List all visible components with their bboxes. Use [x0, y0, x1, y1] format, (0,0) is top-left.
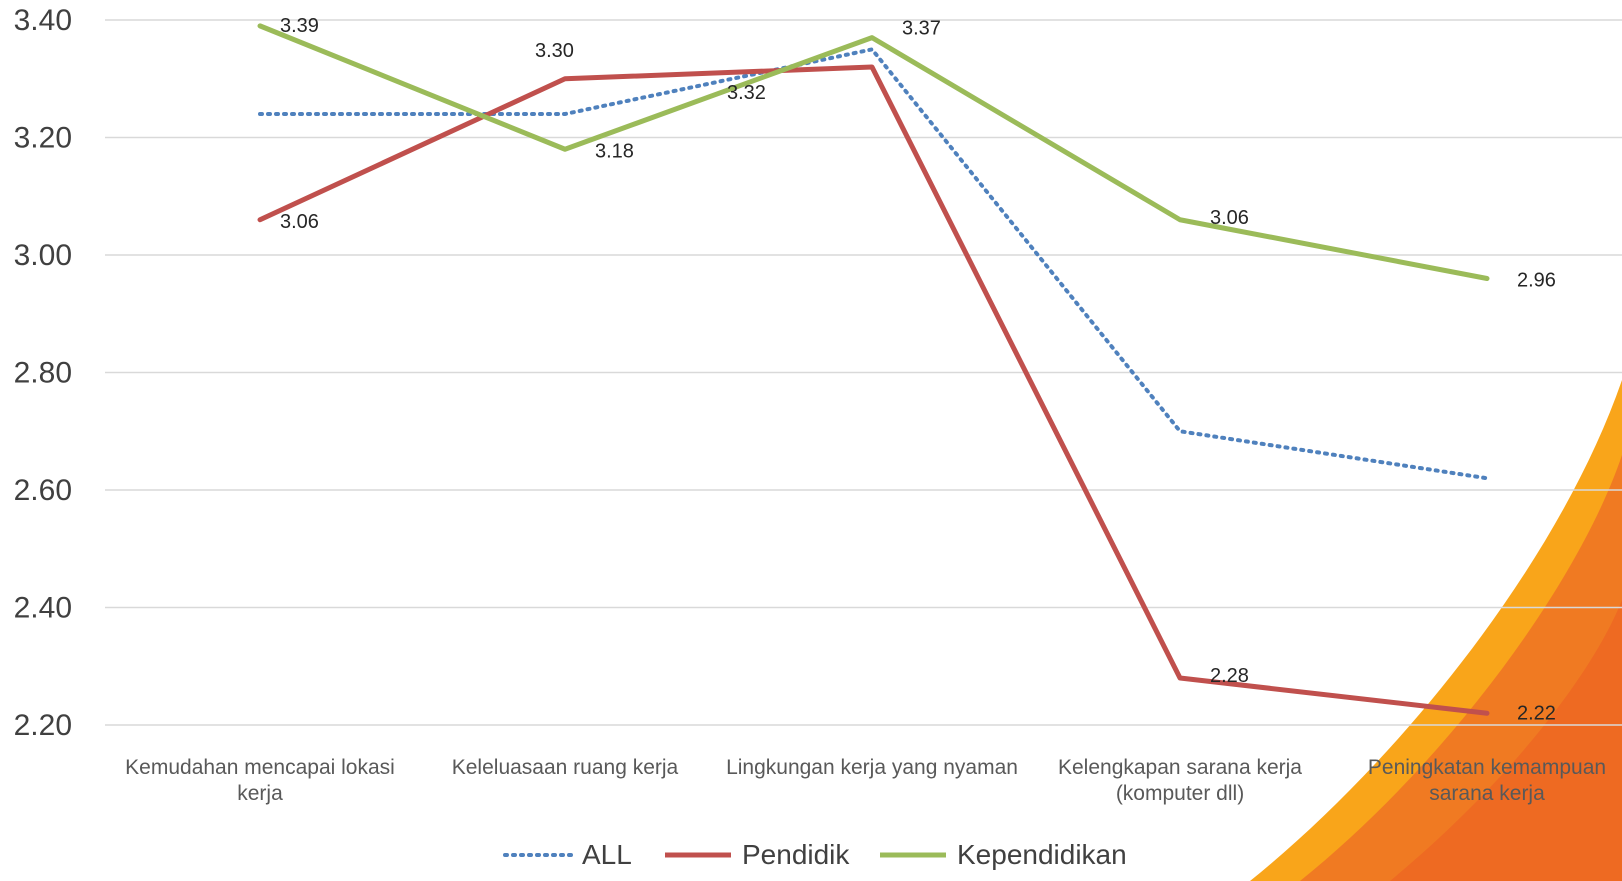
gridlines	[105, 19, 1622, 726]
swoosh-dark	[1390, 600, 1622, 881]
data-label: 3.18	[595, 140, 634, 162]
y-tick-label: 3.00	[14, 239, 72, 272]
series-line-all	[258, 47, 1489, 481]
data-label: 3.37	[902, 18, 941, 40]
y-tick-label: 2.40	[14, 592, 72, 625]
legend-label: ALL	[582, 839, 632, 870]
x-tick-label: kerja	[237, 782, 283, 805]
x-tick-label: (komputer dll)	[1116, 782, 1244, 805]
x-tick-label: Kemudahan mencapai lokasi	[125, 756, 395, 779]
data-label: 2.28	[1210, 665, 1249, 687]
y-tick-label: 3.40	[14, 4, 72, 37]
legend-label: Pendidik	[742, 839, 850, 870]
data-label: 3.32	[727, 82, 766, 104]
x-axis-ticks: Kemudahan mencapai lokasi kerja Keleluasaa…	[125, 756, 1606, 805]
x-tick-label: Peningkatan kemampuan	[1368, 756, 1606, 779]
corner-decoration	[1250, 380, 1622, 881]
y-axis-ticks: 2.20 2.40 2.60 2.80 3.00 3.20 3.40	[14, 4, 72, 742]
series-line-pendidik	[257, 64, 1490, 716]
legend-label: Kependidikan	[957, 839, 1127, 870]
series-line-kependidikan	[257, 23, 1490, 281]
x-tick-label: Keleluasaan ruang kerja	[452, 756, 679, 779]
y-tick-label: 2.60	[14, 474, 72, 507]
data-label: 3.06	[280, 211, 319, 233]
y-tick-label: 2.80	[14, 357, 72, 390]
data-labels: 3.06 3.30 3.32 2.28 2.22 3.39 3.18 3.37 3.06 2.96	[280, 15, 1556, 724]
y-tick-label: 3.20	[14, 122, 72, 155]
data-label: 2.96	[1517, 270, 1556, 292]
x-tick-label: Kelengkapan sarana kerja	[1058, 756, 1302, 779]
legend: ALL Pendidik Kependidikan	[503, 839, 1127, 870]
data-label: 3.30	[535, 40, 574, 62]
data-label: 2.22	[1517, 702, 1556, 724]
x-tick-label: Lingkungan kerja yang nyaman	[726, 756, 1018, 779]
data-label: 3.06	[1210, 207, 1249, 229]
data-label: 3.39	[280, 15, 319, 37]
x-tick-label: sarana kerja	[1429, 782, 1545, 805]
series-lines	[257, 23, 1490, 716]
y-tick-label: 2.20	[14, 709, 72, 742]
